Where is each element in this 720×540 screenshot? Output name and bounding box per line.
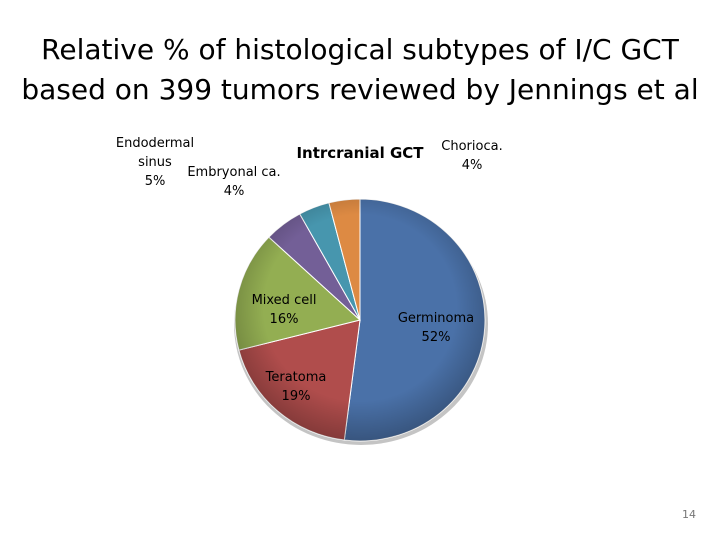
label-endodermal-sinus: Endodermal sinus 5% [116,136,194,189]
label-line: 19% [282,389,311,404]
label-line: 16% [270,312,299,327]
page-number: 14 [682,508,696,521]
label-line: Chorioca. [441,139,502,154]
label-line: Endodermal [116,136,194,151]
slide-title-line-1: Relative % of histological subtypes of I… [41,33,679,66]
slide-title-line-2: based on 399 tumors reviewed by Jennings… [21,73,699,106]
label-embryonal: Embryonal ca. 4% [187,165,280,199]
label-line: Germinoma [398,311,474,326]
label-choriocarcinoma: Chorioca. 4% [441,139,502,173]
label-line: sinus [138,155,172,170]
label-line: Mixed cell [252,293,317,308]
label-line: 4% [224,184,245,199]
label-germinoma: Germinoma 52% [398,311,474,345]
label-line: 52% [422,330,451,345]
label-line: 4% [462,158,483,173]
chart-title: Intrcranial GCT [296,144,424,162]
label-mixed-cell: Mixed cell 16% [252,293,317,327]
pie-labels: Germinoma 52% Teratoma 19% Mixed cell 16% Endo… [116,136,503,404]
label-line: 5% [145,174,166,189]
label-line: Teratoma [265,370,327,385]
slide-title: Relative % of histological subtypes of I… [0,30,720,110]
label-line: Embryonal ca. [187,165,280,180]
label-teratoma: Teratoma 19% [265,370,327,404]
